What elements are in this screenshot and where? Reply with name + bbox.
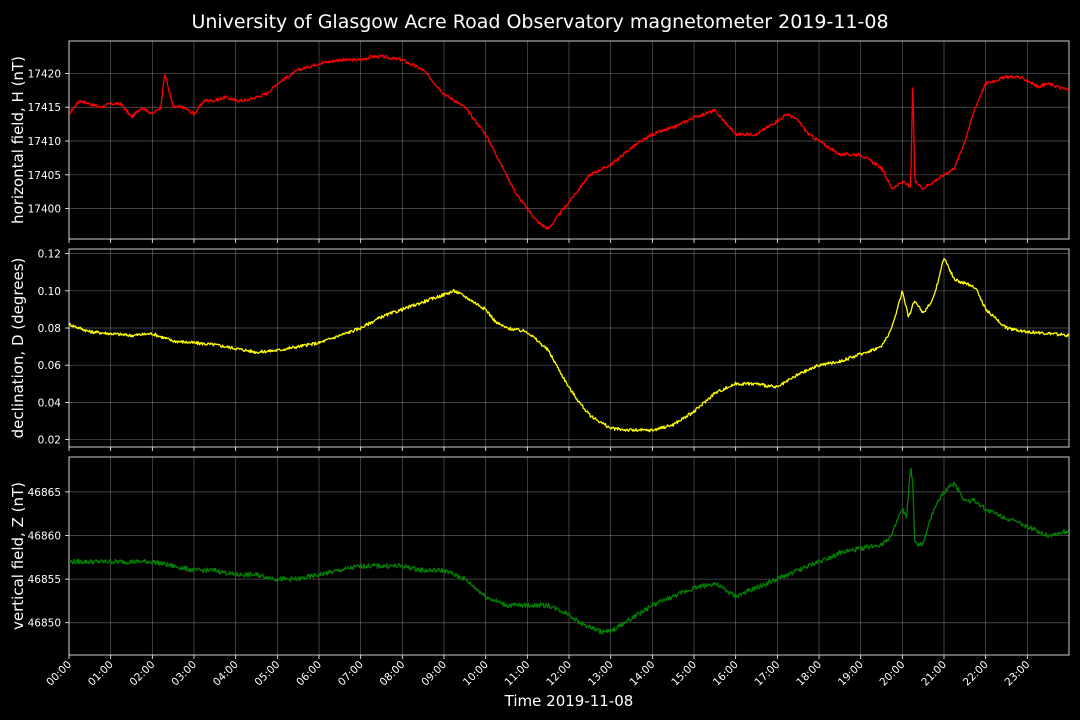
x-tick-label: 00:00 — [44, 659, 74, 689]
x-tick-label: 05:00 — [253, 659, 283, 689]
y-tick-label: 17400 — [28, 204, 61, 216]
x-tick-label: 08:00 — [378, 659, 408, 689]
y-tick-label: 0.04 — [38, 397, 62, 409]
x-tick-label: 17:00 — [753, 659, 783, 689]
x-tick-label: 13:00 — [586, 659, 616, 689]
x-tick-label: 23:00 — [1003, 659, 1033, 689]
y-axis-label-z: vertical field, Z (nT) — [9, 482, 27, 630]
panel-d: 0.02 0.04 0.06 0.08 0.10 0.12 declination, D (… — [9, 248, 1070, 451]
x-tick-label: 10:00 — [461, 659, 491, 689]
y-axis-label-h: horizontal field, H (nT) — [9, 56, 27, 224]
y-tick-label: 46865 — [28, 487, 61, 499]
x-tick-label: 16:00 — [711, 659, 741, 689]
y-tick-label: 0.10 — [38, 286, 61, 298]
x-tick-label: 04:00 — [211, 659, 241, 689]
y-tick-label: 46860 — [28, 531, 61, 543]
y-tick-label: 17405 — [28, 170, 61, 182]
y-tick-label: 46855 — [28, 574, 61, 586]
x-tick-label: 02:00 — [128, 659, 158, 689]
plot-area-z — [68, 456, 1070, 656]
x-tick-label: 09:00 — [419, 659, 449, 689]
y-tick-label: 0.02 — [38, 435, 61, 447]
y-axis-label-d: declination, D (degrees) — [9, 258, 27, 439]
x-tick-label: 14:00 — [628, 659, 658, 689]
series-line-z — [69, 468, 1069, 635]
y-tick-label: 17410 — [28, 136, 61, 148]
x-tick-label: 06:00 — [294, 659, 324, 689]
series-line-h — [69, 54, 1069, 230]
x-tick-label: 20:00 — [878, 659, 908, 689]
x-tick-label: 15:00 — [669, 659, 699, 689]
x-tick-label: 21:00 — [919, 659, 949, 689]
x-tick-label: 03:00 — [169, 659, 199, 689]
x-tick-label: 12:00 — [544, 659, 574, 689]
y-tick-label: 0.06 — [38, 360, 62, 372]
x-axis-label: Time 2019-11-08 — [504, 692, 634, 710]
y-tick-label: 46850 — [28, 618, 61, 630]
x-tick-label: 18:00 — [794, 659, 824, 689]
series-line-d — [69, 258, 1069, 433]
plot-area-d — [68, 248, 1070, 448]
x-tick-label: 11:00 — [503, 659, 533, 689]
plot-area-h — [68, 40, 1070, 240]
x-tick-label: 22:00 — [961, 659, 991, 689]
y-tick-label: 0.08 — [38, 323, 61, 335]
y-tick-label: 17420 — [28, 68, 61, 80]
x-tick-label: 01:00 — [86, 659, 116, 689]
y-tick-label: 17415 — [28, 102, 61, 114]
x-tick-label: 19:00 — [836, 659, 866, 689]
x-axis-ticks: 00:00 01:00 02:00 03:00 04:00 05:00 06:00 07:00… — [44, 659, 1032, 689]
chart-title: University of Glasgow Acre Road Observat… — [191, 11, 888, 33]
x-tick-label: 07:00 — [336, 659, 366, 689]
y-tick-label: 0.12 — [38, 249, 61, 261]
